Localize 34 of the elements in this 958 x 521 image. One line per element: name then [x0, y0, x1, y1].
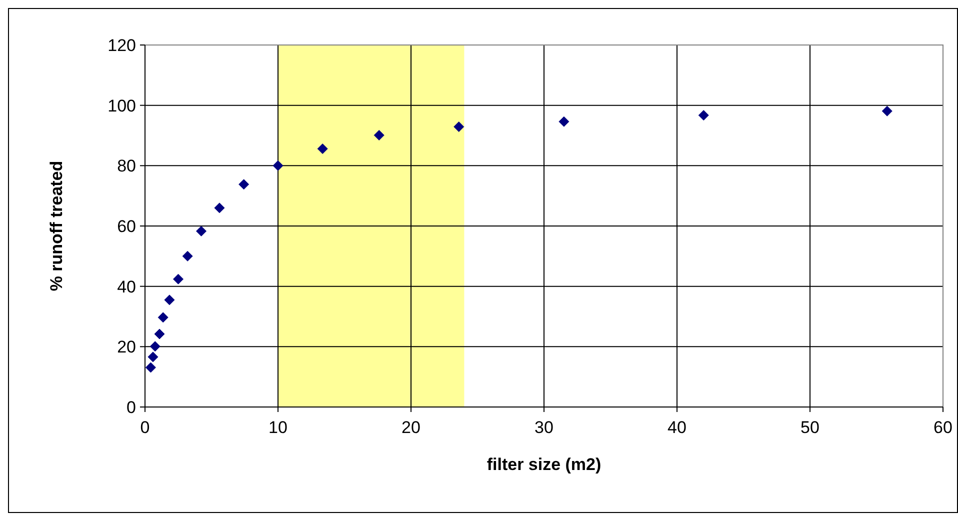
- point: [272, 160, 284, 171]
- x-tick-label: 0: [140, 418, 150, 437]
- y-tick-label: 120: [108, 36, 136, 55]
- point: [148, 352, 158, 362]
- point: [154, 328, 165, 340]
- y-axis-title: % runoff treated: [47, 160, 66, 292]
- point: [214, 202, 225, 214]
- y-tick-label: 0: [126, 398, 136, 417]
- point: [150, 341, 160, 352]
- point: [164, 294, 175, 306]
- point: [882, 106, 892, 116]
- x-tick-label: 50: [800, 418, 820, 437]
- x-axis-title: filter size (m2): [486, 455, 602, 474]
- y-tick-label: 20: [117, 338, 136, 357]
- point: [196, 226, 207, 236]
- point: [238, 179, 250, 190]
- x-tick-label: 60: [934, 418, 952, 437]
- x-tick-label: 30: [534, 418, 554, 437]
- point: [558, 116, 570, 127]
- point: [374, 130, 384, 140]
- x-tick-label: 40: [668, 418, 686, 437]
- point: [182, 250, 193, 262]
- point: [173, 274, 184, 284]
- point: [317, 144, 328, 154]
- y-tick-label: 60: [117, 216, 136, 236]
- y-tick-label: 80: [117, 156, 136, 176]
- point: [158, 312, 168, 323]
- x-tick-label: 10: [268, 418, 288, 437]
- y-tick-label: 100: [108, 96, 136, 116]
- y-tick-label: 40: [117, 277, 136, 296]
- point: [454, 122, 464, 132]
- x-tick-label: 20: [402, 418, 420, 437]
- point: [698, 110, 709, 121]
- point: [145, 362, 156, 373]
